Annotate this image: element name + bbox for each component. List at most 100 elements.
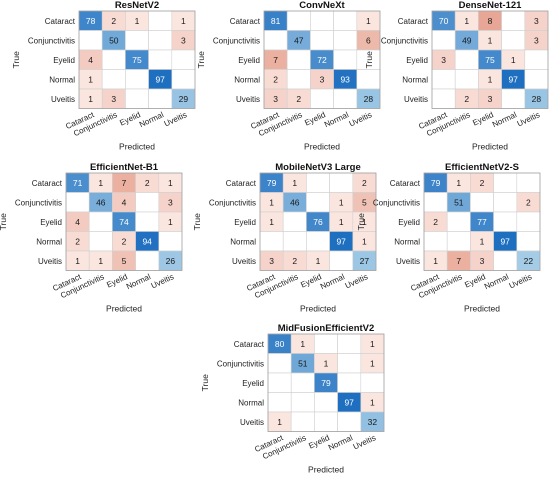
matrix-cell [329,250,354,271]
matrix-cell [333,49,358,70]
matrix-cell [65,192,90,213]
row-label: Eyelid [406,56,428,65]
matrix-cell [310,10,334,31]
row-label: Conjunctivitis [28,36,75,45]
matrix-cell [329,172,354,193]
cell-value: 1 [511,55,516,65]
row-label: Eyelid [234,218,256,227]
column-label: Eyelid [299,272,323,289]
cell-value: 7 [273,55,278,65]
cell-value: 1 [433,256,438,266]
matrix-cell [125,88,149,109]
cell-value: 2 [362,178,367,188]
x-axis-label: Predicted [308,465,344,475]
matrix-cell [501,88,526,109]
column-label: Uveitis [150,272,176,290]
matrix-cell [493,250,518,271]
cell-value: 94 [142,236,152,246]
matrix-cell [356,69,381,90]
row-label: Cataract [32,179,63,188]
cell-value: 1 [370,339,375,349]
cell-value: 1 [370,358,375,368]
cell-value: 3 [181,35,186,45]
cell-value: 1 [168,217,173,227]
row-label: Conjunctivitis [213,36,260,45]
row-label: Uveitis [232,257,256,266]
matrix-cell [125,30,149,51]
cell-value: 1 [135,16,140,26]
row-label: Normal [402,75,428,84]
column-label: Eyelid [118,110,142,127]
cell-value: 4 [122,197,127,207]
cell-value: 32 [368,417,378,427]
panel-title: MidFusionEfficientV2 [278,323,375,334]
matrix-cell [125,69,149,90]
cell-value: 1 [370,397,375,407]
cell-value: 97 [508,74,518,84]
column-label: Eyelid [303,110,327,127]
row-label: Eyelid [238,56,260,65]
cell-value: 28 [532,94,542,104]
y-axis-label: True [356,213,366,230]
cell-value: 80 [275,339,285,349]
cell-value: 93 [340,74,350,84]
cell-value: 76 [313,217,323,227]
cell-value: 1 [480,236,485,246]
cell-value: 71 [73,178,83,188]
matrix-frame [267,333,385,432]
panel-title: ResNetV2 [115,0,159,11]
cell-value: 1 [339,197,344,207]
row-label: Conjunctivitis [209,198,256,207]
cell-value: 75 [485,55,495,65]
cell-value: 1 [316,256,321,266]
matrix-cell [88,231,113,252]
cell-value: 72 [317,55,327,65]
cell-value: 1 [339,217,344,227]
matrix-cell [337,372,362,393]
matrix-cell [259,231,284,252]
matrix-cell [337,411,362,432]
cell-value: 1 [362,236,367,246]
cell-value: 46 [290,197,300,207]
matrix-cell [158,231,183,252]
cell-value: 29 [179,94,189,104]
matrix-cell [493,192,518,213]
matrix-cell [314,333,338,354]
x-axis-label: Predicted [106,304,142,314]
cell-value: 6 [366,35,371,45]
y-axis-label: True [364,51,374,68]
cell-value: 50 [109,35,119,45]
matrix-cell [423,231,448,252]
column-label: Normal [125,272,152,291]
matrix-frame [78,10,196,109]
x-axis-label: Predicted [464,304,500,314]
cell-value: 1 [292,178,297,188]
matrix-cell [310,30,334,51]
cell-value: 3 [480,256,485,266]
cell-value: 3 [269,256,274,266]
panel-title: MobileNetV3 Large [275,162,361,173]
matrix-cell [431,88,456,109]
matrix-cell [360,372,385,393]
matrix-cell [282,211,307,232]
cell-value: 1 [75,256,80,266]
row-label: Normal [49,75,75,84]
matrix-cell [333,88,358,109]
cell-value: 22 [524,256,534,266]
cell-value: 8 [488,16,493,26]
cell-value: 79 [431,178,441,188]
matrix-cell [431,30,456,51]
row-label: Conjunctivitis [381,36,428,45]
cell-value: 51 [298,358,308,368]
cell-value: 1 [366,16,371,26]
matrix-cell [431,69,456,90]
confusion-matrix-panel: DenseNet-121 70 1 8 3 49 1 3 3 75 1 1 97 2 3 28 Cataract… [364,0,549,152]
row-label: Uveitis [236,95,260,104]
column-label: Normal [319,272,346,291]
column-label: Uveitis [516,110,542,128]
y-axis-label: True [192,213,202,230]
cell-value: 79 [267,178,277,188]
matrix-cell [148,10,173,31]
matrix-cell [501,30,526,51]
